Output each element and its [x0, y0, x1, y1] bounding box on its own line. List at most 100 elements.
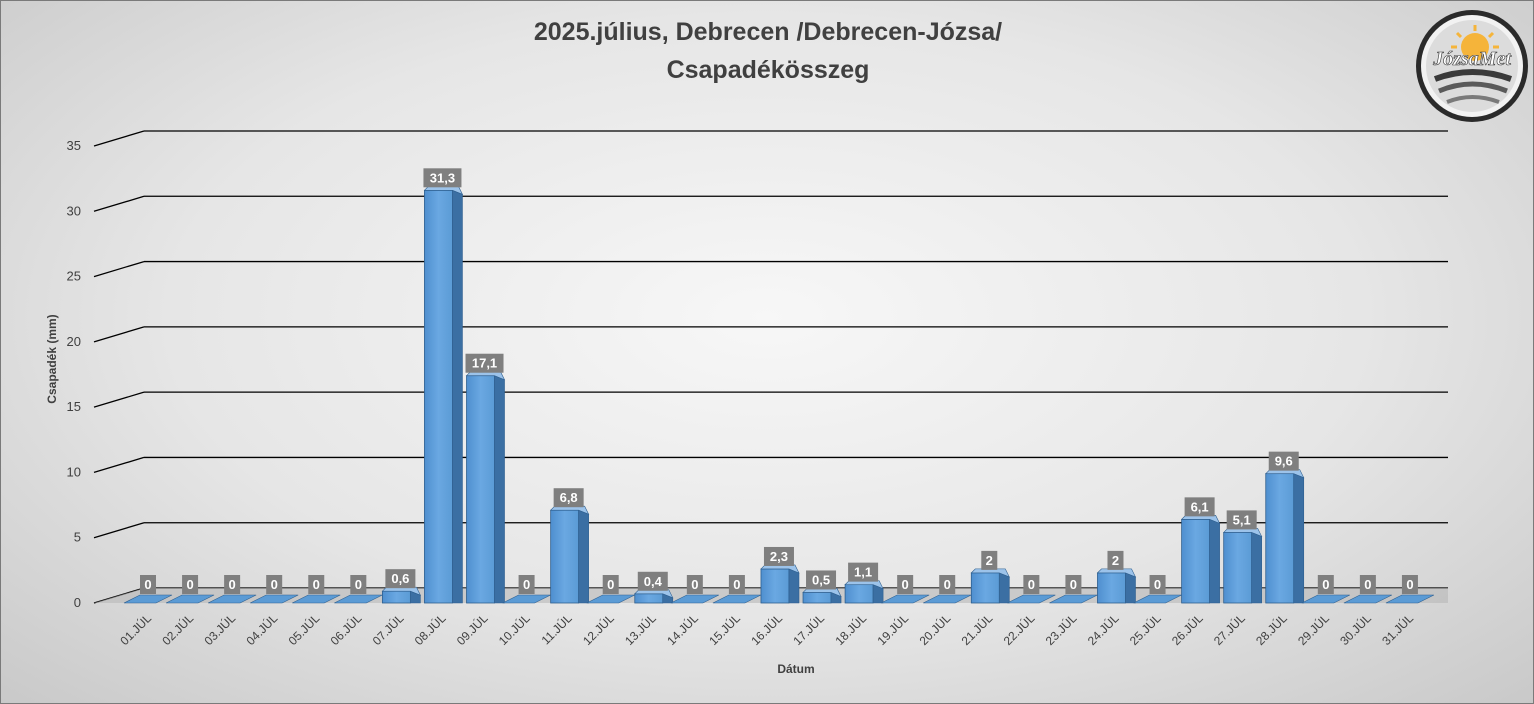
bar-front — [844, 584, 874, 604]
x-tick-label: 22.JÚL — [1000, 610, 1038, 648]
bar — [381, 586, 422, 604]
data-label-bg — [1023, 575, 1040, 594]
jozsamet-logo: JózsaMet — [1413, 7, 1531, 125]
bar — [1385, 594, 1435, 604]
data-label: 6,8 — [560, 490, 578, 505]
bar-side — [998, 572, 1010, 604]
data-label-bg — [1317, 575, 1334, 594]
bar — [970, 568, 1010, 604]
data-label-bg — [602, 575, 619, 594]
x-tick-label: 13.JÚL — [621, 610, 659, 648]
x-tick-label: 28.JÚL — [1252, 610, 1290, 648]
y-tick-label: 30 — [67, 203, 81, 218]
bar-flat — [250, 594, 299, 604]
bar-top — [1096, 568, 1137, 578]
gridlines — [93, 130, 1448, 604]
data-label: 2 — [986, 553, 993, 568]
bar — [465, 371, 506, 604]
data-label: 0,4 — [644, 574, 663, 589]
bar-side — [578, 509, 589, 604]
bar — [844, 580, 884, 604]
gridline-side — [93, 130, 145, 147]
bar-front — [802, 592, 832, 604]
bar — [1301, 594, 1350, 604]
data-label-bg — [224, 575, 241, 594]
x-tick-label: 03.JÚL — [201, 610, 239, 648]
data-label-bg — [308, 575, 325, 594]
bar — [1222, 528, 1263, 604]
data-label: 6,1 — [1191, 499, 1209, 514]
data-label-bg — [140, 575, 156, 594]
data-label-bg — [1359, 575, 1376, 594]
bar — [1265, 469, 1305, 604]
x-tick-label: 23.JÚL — [1042, 610, 1080, 648]
data-label: 0,5 — [812, 572, 830, 587]
x-tick-label: 17.JÚL — [790, 610, 828, 648]
data-label: 0,6 — [391, 571, 409, 586]
data-label: 0 — [355, 577, 362, 592]
data-label: 31,3 — [430, 170, 455, 185]
gridline-side — [93, 391, 145, 408]
bar — [1180, 515, 1221, 604]
data-label-bg — [1065, 575, 1082, 594]
data-label-bg — [1401, 575, 1418, 594]
bar-side — [1125, 572, 1136, 604]
x-tick-label: 31.JÚL — [1379, 610, 1417, 648]
data-label: 0 — [313, 577, 320, 592]
x-tick-label: 09.JÚL — [453, 610, 491, 648]
bar — [1096, 568, 1137, 604]
chart-subtitle: Csapadékösszeg — [666, 56, 870, 84]
data-label-bg — [423, 168, 462, 188]
bar — [123, 594, 173, 604]
x-tick-label: 06.JÚL — [327, 610, 365, 648]
data-label: 2 — [1112, 553, 1119, 568]
y-tick-label: 20 — [67, 334, 81, 349]
bar-flat — [1301, 594, 1350, 604]
x-tick-label: 05.JÚL — [285, 610, 323, 648]
bar — [1343, 594, 1393, 604]
x-tick-label: 26.JÚL — [1168, 610, 1206, 648]
bar-top — [970, 568, 1010, 578]
data-label: 0 — [944, 577, 951, 592]
bar-front — [466, 375, 495, 604]
data-labels: 0 0 0 0 0 0 0,6 31,3 17,1 0 6,8 0 0,4 0 0 2,3 0,5 1,1 0 0 2 0… — [140, 168, 1418, 594]
bar — [207, 594, 257, 604]
data-label: 9,6 — [1275, 454, 1293, 469]
data-label: 0 — [271, 577, 278, 592]
data-label: 0 — [902, 577, 909, 592]
x-tick-label: 02.JÚL — [159, 610, 197, 648]
y-tick-label: 0 — [74, 595, 81, 610]
y-tick-label: 35 — [67, 138, 81, 153]
bar — [292, 594, 341, 604]
data-label-bg — [939, 575, 956, 594]
bar-flat — [123, 594, 173, 604]
bar-side — [788, 568, 800, 604]
data-label: 0 — [1070, 577, 1077, 592]
y-tick-label: 25 — [67, 269, 81, 284]
bar-front — [1223, 532, 1253, 604]
data-label-bg — [1149, 575, 1166, 594]
chart-title: 2025.július, Debrecen /Debrecen-Józsa/ — [533, 18, 1003, 46]
bar — [670, 594, 719, 604]
data-label-bg — [385, 569, 416, 589]
bar-front — [381, 590, 411, 604]
bar-front — [760, 568, 790, 604]
y-tick-label: 15 — [67, 399, 81, 414]
data-label-bg — [897, 575, 914, 594]
data-label-bg — [182, 575, 199, 594]
data-label: 2,3 — [770, 549, 788, 564]
bar-flat — [881, 594, 930, 604]
x-axis-ticks: 01.JÚL 02.JÚL 03.JÚL 04.JÚL 05.JÚL 06.JÚL 07.J… — [117, 610, 1417, 648]
x-tick-label: 11.JÚL — [538, 610, 575, 647]
bar-flat — [1007, 594, 1056, 604]
data-label-bg — [350, 575, 367, 594]
data-label-bg — [518, 575, 535, 594]
x-tick-label: 20.JÚL — [916, 610, 954, 648]
data-label-bg — [1107, 550, 1124, 570]
x-tick-label: 04.JÚL — [243, 610, 281, 648]
gridline-side — [93, 456, 145, 474]
bar-flat — [292, 594, 341, 604]
data-label-bg — [465, 353, 504, 373]
x-tick-label: 29.JÚL — [1294, 610, 1332, 648]
gridline-side — [93, 195, 145, 212]
